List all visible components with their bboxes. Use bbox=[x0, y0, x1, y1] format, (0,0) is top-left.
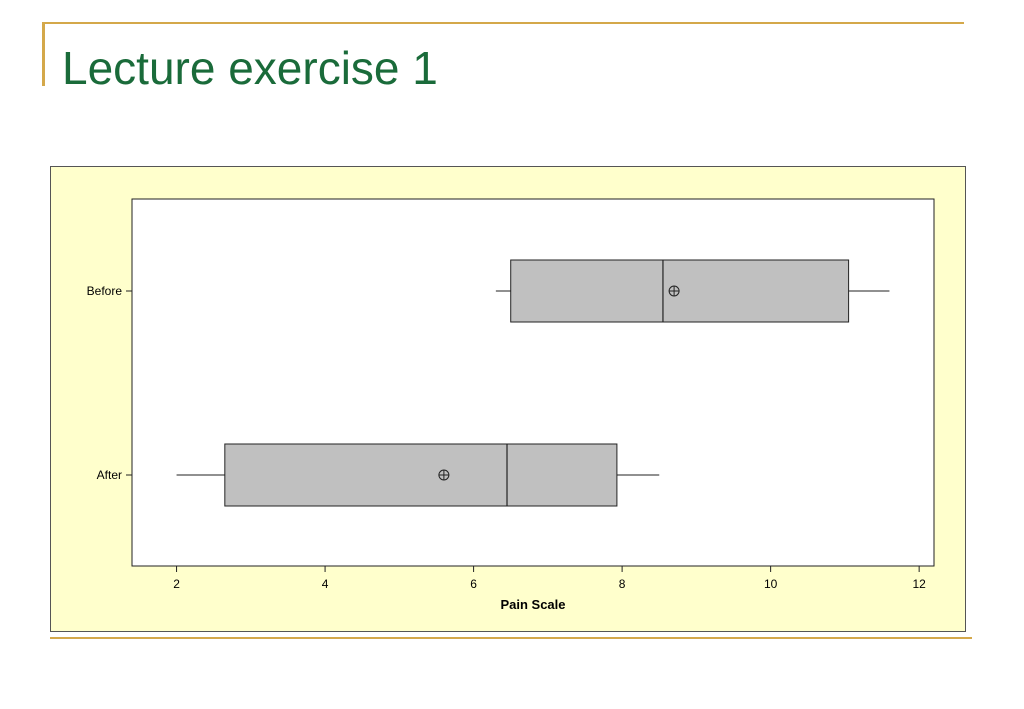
y-axis: Before After bbox=[87, 284, 132, 482]
box-after bbox=[176, 443, 660, 507]
top-rule bbox=[42, 22, 964, 24]
mean-marker-before bbox=[668, 285, 680, 297]
x-tick-label-2: 2 bbox=[173, 577, 180, 591]
x-tick-label-10: 10 bbox=[764, 577, 778, 591]
box-before bbox=[495, 259, 890, 323]
boxplot-chart: Before After 2 4 6 8 10 12 Pain Scale bbox=[50, 166, 966, 632]
mean-marker-after bbox=[438, 469, 450, 481]
chart-svg: Before After 2 4 6 8 10 12 Pain Scale bbox=[87, 198, 935, 612]
y-tick-label-after: After bbox=[97, 468, 122, 482]
x-tick-label-12: 12 bbox=[912, 577, 926, 591]
slide-title: Lecture exercise 1 bbox=[62, 42, 438, 94]
iqr-box-after bbox=[224, 443, 618, 507]
title-accent-bar bbox=[42, 22, 45, 86]
x-tick-label-8: 8 bbox=[619, 577, 626, 591]
x-tick-label-4: 4 bbox=[322, 577, 329, 591]
x-axis-label: Pain Scale bbox=[500, 597, 565, 612]
iqr-box-before bbox=[510, 259, 850, 323]
plot-area bbox=[131, 198, 935, 567]
y-tick-label-before: Before bbox=[87, 284, 123, 298]
x-tick-label-6: 6 bbox=[470, 577, 477, 591]
bottom-rule bbox=[50, 637, 972, 639]
x-axis: 2 4 6 8 10 12 bbox=[173, 566, 926, 591]
boxes-group bbox=[176, 259, 890, 507]
